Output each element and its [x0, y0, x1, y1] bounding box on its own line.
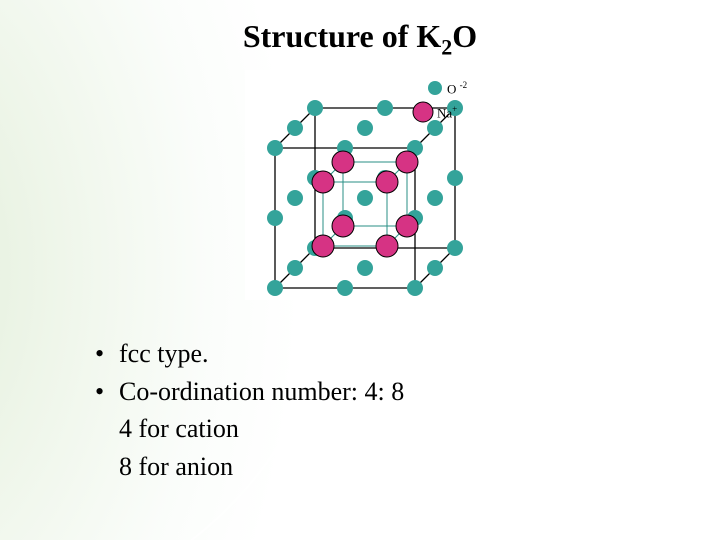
- bullet-row: •fcc type.: [95, 335, 660, 373]
- title-suffix: O: [452, 18, 477, 54]
- bullet-text: fcc type.: [119, 335, 660, 373]
- bullet-text: 8 for anion: [95, 448, 660, 486]
- title-subscript: 2: [441, 34, 452, 59]
- bullet-text: 4 for cation: [95, 410, 660, 448]
- bullet-text: Co-ordination number: 4: 8: [119, 373, 660, 411]
- bullet-marker: •: [95, 373, 119, 411]
- bullet-row: 8 for anion: [95, 448, 660, 486]
- bullet-row: 4 for cation: [95, 410, 660, 448]
- title-prefix: Structure of K: [243, 18, 441, 54]
- crystal-structure-figure: O -2 Na+: [245, 70, 475, 300]
- bullet-row: •Co-ordination number: 4: 8: [95, 373, 660, 411]
- bullet-marker: •: [95, 335, 119, 373]
- legend-anion-label: O -2: [447, 80, 467, 97]
- page-title: Structure of K2O: [0, 18, 720, 60]
- bullet-list: •fcc type.•Co-ordination number: 4: 84 f…: [95, 335, 660, 486]
- legend-cation-label: Na+: [437, 104, 457, 121]
